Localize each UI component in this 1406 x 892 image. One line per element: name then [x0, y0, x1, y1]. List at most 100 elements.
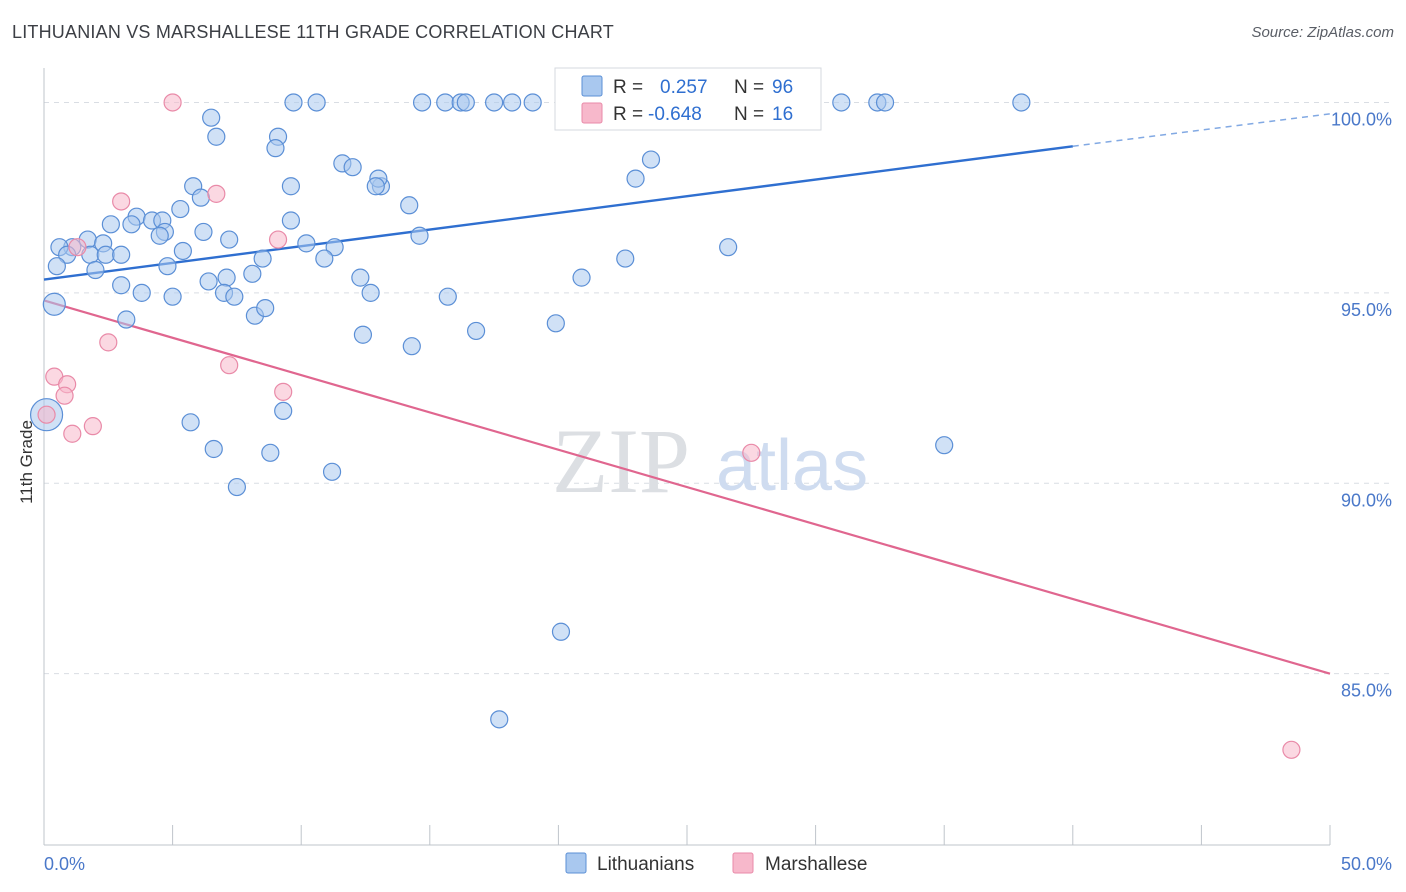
- point-marshallese: [55, 386, 74, 405]
- point-marshallese: [274, 382, 293, 401]
- y-tick-label: 85.0%: [1341, 681, 1392, 701]
- point-lithuanians: [181, 413, 200, 432]
- trend-line-lithuanians: [43, 145, 1073, 281]
- point-lithuanians: [490, 710, 509, 729]
- legend-r-value-2: -0.648: [648, 104, 702, 125]
- x-tick-label-min: 0.0%: [44, 854, 85, 874]
- y-tick-label: 90.0%: [1341, 490, 1392, 510]
- legend-bottom-label-lithuanians: Lithuanians: [597, 854, 694, 875]
- point-marshallese: [220, 356, 239, 375]
- point-lithuanians: [150, 226, 169, 245]
- point-lithuanians: [266, 139, 285, 158]
- legend-n-value-1: 96: [772, 77, 793, 98]
- point-lithuanians: [366, 177, 385, 196]
- point-lithuanians: [171, 199, 190, 219]
- point-lithuanians: [96, 245, 115, 264]
- point-lithuanians: [523, 93, 542, 112]
- trend-line-marshallese: [43, 299, 1331, 675]
- point-lithuanians: [194, 222, 213, 242]
- legend-n-label-2: N =: [734, 104, 764, 125]
- legend-n-value-2: 16: [772, 104, 793, 125]
- point-marshallese: [99, 333, 118, 352]
- legend-r-label-2: R =: [613, 104, 643, 125]
- point-lithuanians: [274, 401, 293, 421]
- point-lithuanians: [191, 188, 210, 207]
- y-axis-title: 11th Grade: [17, 420, 36, 504]
- point-lithuanians: [572, 268, 591, 287]
- point-marshallese: [163, 93, 182, 112]
- point-lithuanians: [207, 127, 226, 146]
- point-lithuanians: [641, 150, 661, 169]
- point-lithuanians: [117, 310, 136, 329]
- point-lithuanians: [253, 249, 272, 268]
- point-lithuanians: [307, 93, 326, 112]
- point-lithuanians: [353, 325, 373, 344]
- y-tick-label: 100.0%: [1331, 109, 1392, 129]
- data-points: [29, 93, 1301, 759]
- point-lithuanians: [400, 196, 419, 215]
- point-lithuanians: [261, 443, 280, 462]
- chart-title: LITHUANIAN VS MARSHALLESE 11TH GRADE COR…: [12, 22, 614, 42]
- point-lithuanians: [281, 177, 301, 196]
- point-lithuanians: [436, 93, 455, 112]
- point-lithuanians: [875, 93, 895, 112]
- point-marshallese: [37, 405, 56, 424]
- point-lithuanians: [456, 93, 475, 112]
- point-lithuanians: [202, 108, 221, 127]
- point-lithuanians: [284, 93, 303, 112]
- watermark-atlas: atlas: [716, 426, 868, 506]
- trend-lines: [43, 113, 1331, 675]
- point-lithuanians: [112, 276, 131, 295]
- x-tick-label-max: 50.0%: [1341, 854, 1392, 874]
- legend-bottom-swatch-lithuanians: [565, 852, 587, 874]
- legend-series: Lithuanians Marshallese: [565, 852, 867, 875]
- point-lithuanians: [217, 268, 236, 287]
- point-lithuanians: [935, 436, 954, 455]
- legend-swatch-marshallese: [581, 102, 603, 124]
- point-lithuanians: [361, 283, 380, 302]
- point-lithuanians: [227, 477, 246, 497]
- trend-line-lithuanians-extension: [1072, 113, 1331, 147]
- point-lithuanians: [204, 439, 223, 459]
- point-marshallese: [83, 417, 102, 436]
- point-lithuanians: [410, 226, 429, 245]
- point-lithuanians: [47, 257, 66, 276]
- point-lithuanians: [351, 268, 370, 287]
- point-lithuanians: [225, 287, 244, 306]
- point-lithuanians: [832, 93, 851, 112]
- point-lithuanians: [466, 321, 486, 341]
- watermark-zip: ZIP: [552, 410, 690, 512]
- point-lithuanians: [132, 283, 151, 302]
- point-lithuanians: [343, 158, 362, 177]
- point-lithuanians: [616, 249, 635, 268]
- point-lithuanians: [438, 287, 457, 306]
- point-marshallese: [742, 443, 761, 462]
- point-marshallese: [207, 184, 226, 203]
- point-marshallese: [112, 192, 131, 211]
- legend-r-value-1: 0.257: [660, 77, 708, 98]
- legend-bottom-label-marshallese: Marshallese: [765, 854, 867, 875]
- point-lithuanians: [256, 298, 275, 318]
- point-lithuanians: [112, 245, 131, 264]
- legend-swatch-lithuanians: [581, 75, 603, 97]
- point-lithuanians: [199, 272, 218, 291]
- grid-lines: [44, 101, 1392, 675]
- point-lithuanians: [101, 215, 120, 234]
- point-lithuanians: [325, 238, 344, 257]
- source-label: Source: ZipAtlas.com: [1251, 24, 1394, 41]
- point-lithuanians: [412, 93, 432, 112]
- point-lithuanians: [86, 260, 105, 280]
- point-lithuanians: [626, 169, 645, 188]
- point-lithuanians: [551, 622, 571, 641]
- point-lithuanians: [122, 215, 141, 234]
- point-lithuanians: [1012, 93, 1031, 112]
- point-lithuanians: [42, 292, 66, 316]
- point-marshallese: [268, 230, 288, 249]
- point-marshallese: [63, 424, 82, 443]
- point-lithuanians: [158, 257, 177, 276]
- point-lithuanians: [503, 93, 522, 112]
- axes: 85.0% 90.0% 95.0% 100.0% 0.0% 50.0%: [43, 68, 1392, 874]
- watermark: ZIP atlas: [552, 410, 868, 512]
- point-lithuanians: [281, 211, 301, 230]
